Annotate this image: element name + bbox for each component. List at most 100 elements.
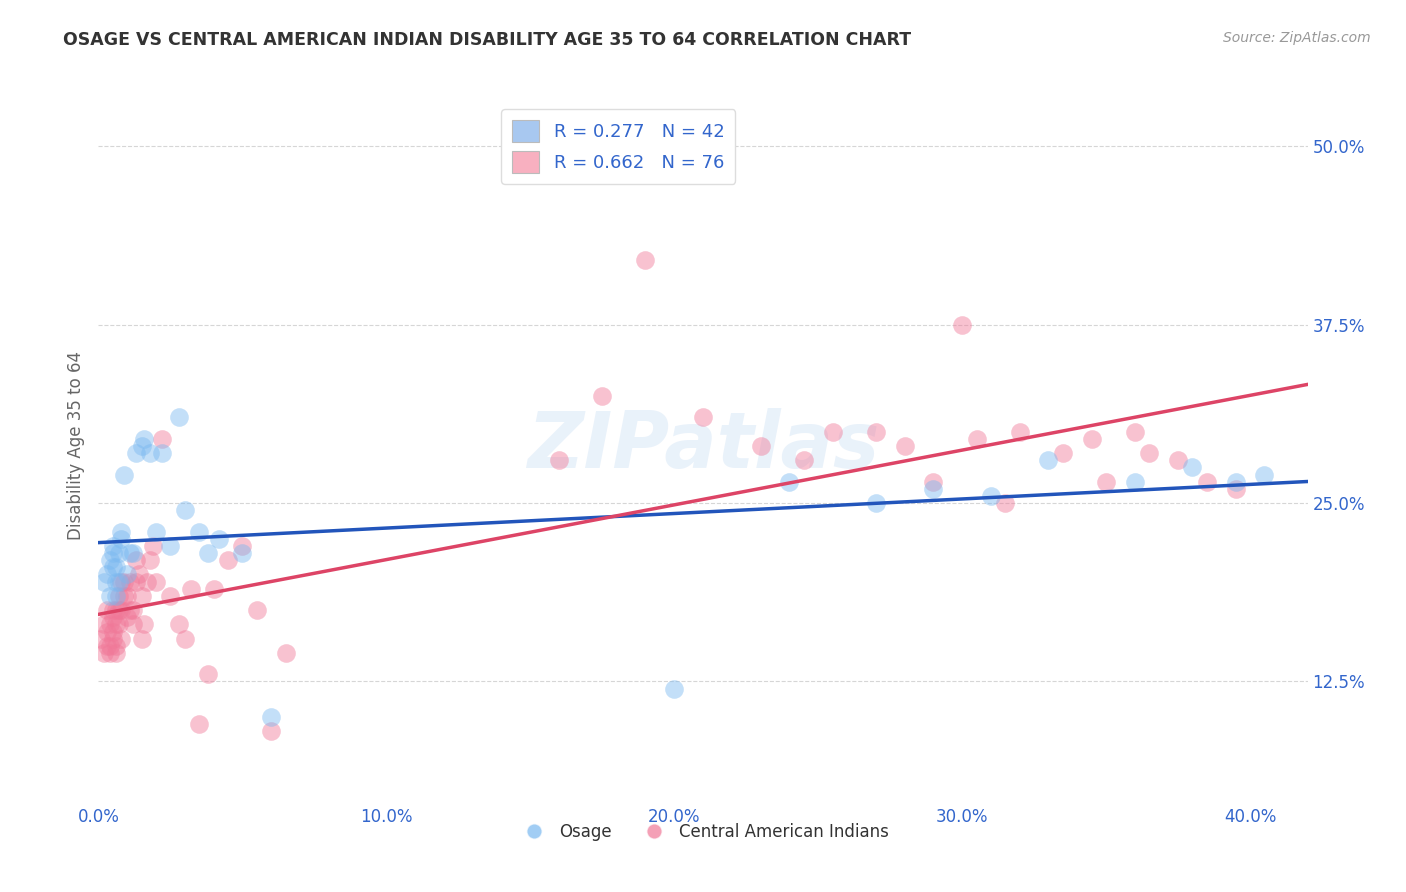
Point <box>122 617 145 632</box>
Point <box>134 432 156 446</box>
Point <box>749 439 772 453</box>
Point <box>145 524 167 539</box>
Point <box>188 717 211 731</box>
Point <box>139 553 162 567</box>
Point <box>591 389 613 403</box>
Legend: Osage, Central American Indians: Osage, Central American Indians <box>510 817 896 848</box>
Point <box>548 453 571 467</box>
Point <box>180 582 202 596</box>
Point <box>231 539 253 553</box>
Point <box>110 603 132 617</box>
Point <box>107 603 129 617</box>
Point <box>217 553 239 567</box>
Point <box>173 503 195 517</box>
Point <box>120 603 142 617</box>
Point <box>107 589 129 603</box>
Point <box>90 632 112 646</box>
Point <box>893 439 915 453</box>
Text: OSAGE VS CENTRAL AMERICAN INDIAN DISABILITY AGE 35 TO 64 CORRELATION CHART: OSAGE VS CENTRAL AMERICAN INDIAN DISABIL… <box>63 31 911 49</box>
Point <box>98 646 121 660</box>
Point <box>134 617 156 632</box>
Point <box>112 589 135 603</box>
Point <box>120 546 142 560</box>
Point <box>197 667 219 681</box>
Point <box>96 603 118 617</box>
Point <box>136 574 159 589</box>
Point <box>104 574 127 589</box>
Point <box>115 567 138 582</box>
Point <box>101 603 124 617</box>
Point <box>101 624 124 639</box>
Point <box>865 425 887 439</box>
Point <box>173 632 195 646</box>
Point <box>120 574 142 589</box>
Point <box>110 632 132 646</box>
Point <box>1123 475 1146 489</box>
Point <box>821 425 844 439</box>
Point <box>1080 432 1102 446</box>
Point <box>101 560 124 574</box>
Point <box>1137 446 1160 460</box>
Point <box>131 632 153 646</box>
Point <box>1225 475 1247 489</box>
Point <box>104 603 127 617</box>
Point <box>110 532 132 546</box>
Point <box>246 603 269 617</box>
Point <box>139 446 162 460</box>
Point <box>1167 453 1189 467</box>
Point <box>104 617 127 632</box>
Point <box>966 432 988 446</box>
Point <box>188 524 211 539</box>
Point <box>260 724 283 739</box>
Point <box>1008 425 1031 439</box>
Point <box>664 681 686 696</box>
Point <box>104 646 127 660</box>
Point <box>145 574 167 589</box>
Point <box>98 589 121 603</box>
Point <box>93 617 115 632</box>
Point <box>142 539 165 553</box>
Point <box>104 639 127 653</box>
Point <box>793 453 815 467</box>
Point <box>1253 467 1275 482</box>
Point <box>93 646 115 660</box>
Point <box>115 610 138 624</box>
Point <box>107 546 129 560</box>
Text: Source: ZipAtlas.com: Source: ZipAtlas.com <box>1223 31 1371 45</box>
Point <box>110 574 132 589</box>
Point <box>159 539 181 553</box>
Point <box>1195 475 1218 489</box>
Point <box>202 582 225 596</box>
Point <box>1181 460 1204 475</box>
Point <box>93 574 115 589</box>
Point <box>104 560 127 574</box>
Point <box>167 410 190 425</box>
Point <box>922 475 945 489</box>
Point <box>122 546 145 560</box>
Point <box>112 574 135 589</box>
Point <box>260 710 283 724</box>
Point <box>994 496 1017 510</box>
Point <box>96 567 118 582</box>
Point <box>107 574 129 589</box>
Point <box>96 624 118 639</box>
Point <box>634 253 657 268</box>
Point <box>1225 482 1247 496</box>
Y-axis label: Disability Age 35 to 64: Disability Age 35 to 64 <box>66 351 84 541</box>
Point <box>922 482 945 496</box>
Point <box>231 546 253 560</box>
Point <box>197 546 219 560</box>
Point <box>122 603 145 617</box>
Point <box>98 639 121 653</box>
Point <box>131 589 153 603</box>
Point <box>1095 475 1118 489</box>
Point <box>125 553 148 567</box>
Point <box>1123 425 1146 439</box>
Point <box>101 546 124 560</box>
Point <box>150 432 173 446</box>
Point <box>128 567 150 582</box>
Point <box>150 446 173 460</box>
Point <box>98 553 121 567</box>
Point <box>980 489 1002 503</box>
Point <box>865 496 887 510</box>
